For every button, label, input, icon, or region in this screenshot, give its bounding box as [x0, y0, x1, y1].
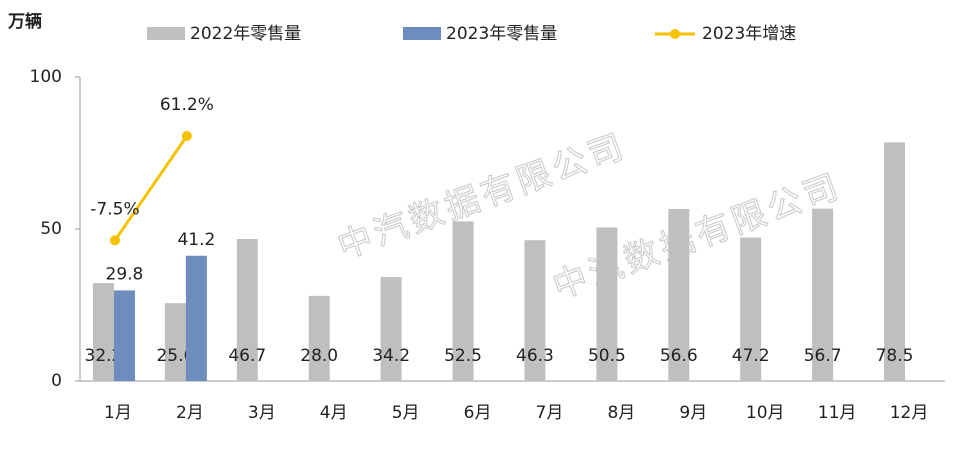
data-label: 34.2	[372, 346, 410, 366]
point	[109, 235, 120, 246]
y-axis-label: 万辆	[7, 11, 42, 32]
bar	[812, 208, 834, 381]
legend-label: 2023年零售量	[446, 24, 557, 44]
data-label: 46.3	[516, 346, 554, 366]
x-tick-label: 11月	[818, 403, 857, 423]
legend-label: 2023年增速	[702, 24, 796, 44]
legend-label: 2022年零售量	[190, 24, 301, 44]
bar	[668, 208, 690, 381]
bar	[185, 255, 207, 381]
bar	[596, 227, 618, 381]
data-label: 78.5	[876, 346, 914, 366]
legend-swatch	[403, 27, 441, 40]
legend-swatch	[147, 27, 185, 40]
x-tick-label: 10月	[746, 403, 785, 423]
bar	[524, 240, 546, 381]
bar	[740, 237, 762, 381]
data-label: 28.0	[300, 346, 338, 366]
bar	[452, 221, 474, 381]
x-tick-label: 9月	[679, 403, 707, 423]
x-tick-label: 8月	[607, 403, 635, 423]
data-label: 32.2	[85, 346, 123, 366]
x-tick-label: 7月	[536, 403, 564, 423]
y-tick-label: 100	[30, 67, 62, 87]
bar	[308, 295, 330, 381]
line	[113, 135, 189, 242]
bar	[884, 142, 906, 381]
watermark: 中汽数据有限公司	[548, 166, 847, 308]
data-label: 47.2	[732, 346, 770, 366]
data-label: 61.2%	[160, 95, 214, 115]
legend-swatch	[670, 29, 680, 39]
data-label: 56.7	[804, 346, 842, 366]
x-tick-label: 12月	[890, 403, 929, 423]
bar	[164, 303, 186, 381]
x-tick-label: 4月	[320, 403, 348, 423]
y-tick-label: 50	[40, 219, 62, 239]
bar	[236, 239, 258, 381]
x-tick-label: 6月	[464, 403, 492, 423]
x-tick-label: 2月	[176, 403, 204, 423]
data-label: 52.5	[444, 346, 482, 366]
data-label: 25.6	[156, 346, 194, 366]
data-label: 29.8	[106, 264, 144, 284]
data-label: 50.5	[588, 346, 626, 366]
data-label: -7.5%	[90, 199, 139, 219]
watermark: 中汽数据有限公司	[333, 126, 632, 268]
bar	[92, 283, 114, 381]
point	[181, 130, 192, 141]
bar	[113, 290, 135, 381]
data-label: 56.6	[660, 346, 698, 366]
x-tick-label: 1月	[104, 403, 132, 423]
bar	[380, 277, 402, 381]
data-label: 41.2	[177, 230, 215, 250]
data-label: 46.7	[228, 346, 266, 366]
x-tick-label: 3月	[248, 403, 276, 423]
x-tick-label: 5月	[392, 403, 420, 423]
y-tick-label: 0	[51, 371, 62, 391]
